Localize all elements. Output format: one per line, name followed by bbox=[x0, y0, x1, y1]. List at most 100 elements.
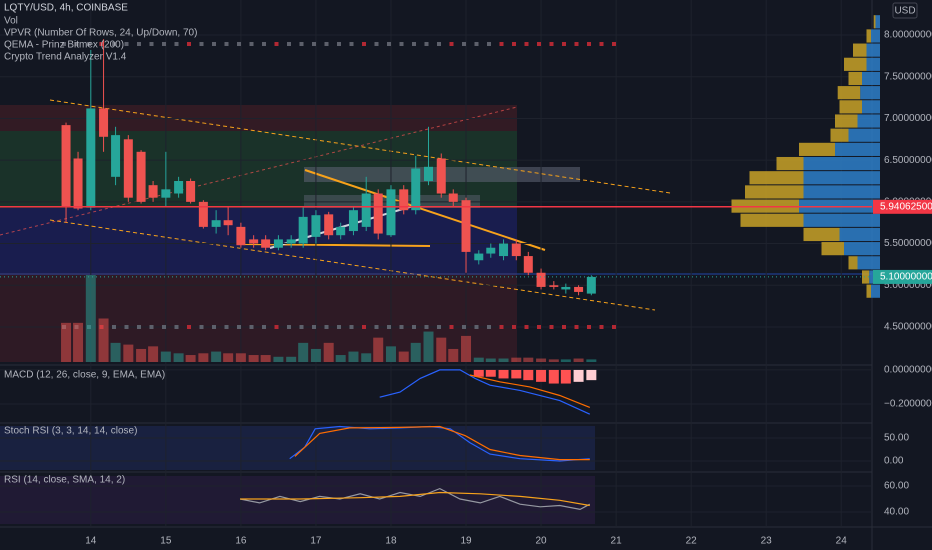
band bbox=[0, 426, 595, 470]
volume-bar bbox=[136, 348, 147, 362]
profile-up bbox=[857, 114, 880, 128]
profile-up bbox=[866, 43, 880, 57]
volume-bar bbox=[473, 357, 484, 362]
volume-bar bbox=[298, 342, 309, 362]
x-tick-label: 18 bbox=[385, 536, 397, 547]
profile-down bbox=[837, 86, 861, 100]
signal-dot bbox=[387, 325, 391, 329]
x-tick-label: 19 bbox=[460, 536, 472, 547]
x-tick-label: 16 bbox=[235, 536, 247, 547]
candle-body bbox=[461, 200, 471, 252]
volume-bar bbox=[310, 348, 321, 362]
signal-dot bbox=[474, 325, 479, 329]
volume-bar bbox=[260, 355, 271, 362]
signal-dot bbox=[587, 325, 591, 329]
candle-body bbox=[249, 239, 259, 244]
signal-dot bbox=[112, 325, 116, 329]
volume-bar bbox=[461, 335, 472, 362]
signal-dot bbox=[487, 42, 491, 46]
candle-body bbox=[198, 201, 208, 227]
signal-dot bbox=[262, 42, 266, 46]
legend-item: QEMA - Prinz Bitmex (200) bbox=[4, 40, 124, 51]
currency-tag[interactable] bbox=[892, 2, 918, 19]
signal-dot bbox=[199, 42, 204, 46]
profile-up bbox=[862, 71, 880, 86]
signal-dot bbox=[324, 325, 329, 329]
y-tick-label: 50.00 bbox=[884, 433, 909, 444]
x-tick-label: 20 bbox=[535, 536, 547, 547]
signal-dot bbox=[362, 325, 366, 329]
histogram-bar bbox=[523, 369, 534, 381]
signal-dot bbox=[249, 42, 254, 46]
signal-dot bbox=[374, 325, 379, 329]
signal-dot bbox=[349, 325, 354, 329]
volume-bar bbox=[410, 342, 421, 362]
series-line bbox=[239, 487, 591, 511]
signal-dot bbox=[524, 325, 529, 329]
profile-up bbox=[866, 57, 880, 71]
profile-down bbox=[848, 256, 858, 270]
signal-dot bbox=[112, 42, 116, 46]
histogram-bar bbox=[573, 369, 584, 382]
signal-dot bbox=[124, 325, 129, 329]
currency[interactable]: USD bbox=[894, 6, 915, 17]
candle-body bbox=[549, 285, 559, 287]
profile-up bbox=[803, 171, 880, 185]
candle-body bbox=[423, 166, 433, 181]
profile-up bbox=[871, 284, 880, 298]
profile-down bbox=[848, 71, 862, 86]
volume-bar bbox=[110, 342, 121, 362]
profile-down bbox=[799, 142, 835, 156]
signal-dot bbox=[337, 325, 341, 329]
y-tick-label: 5.50000000 bbox=[884, 238, 932, 249]
volume-bar bbox=[385, 346, 396, 362]
profile-up bbox=[857, 256, 880, 270]
signal-dot bbox=[237, 42, 241, 46]
x-tick-label: 22 bbox=[686, 536, 698, 547]
signal-dot bbox=[512, 325, 516, 329]
y-tick-label: 40.00 bbox=[884, 507, 909, 518]
signal-dot bbox=[249, 325, 254, 329]
candle-body bbox=[361, 193, 371, 227]
signal-dot bbox=[474, 42, 479, 46]
signal-dot bbox=[612, 42, 616, 46]
volume-bar bbox=[373, 337, 384, 362]
histogram-bar bbox=[548, 369, 559, 384]
panel-title: Stoch RSI (3, 3, 14, 14, close) bbox=[4, 426, 137, 437]
volume-bar bbox=[498, 358, 509, 362]
candle-body bbox=[286, 239, 296, 244]
candle-body bbox=[273, 239, 283, 248]
signal-dot bbox=[574, 325, 579, 329]
x-tick-label: 15 bbox=[160, 536, 172, 547]
volume-bar bbox=[198, 353, 209, 362]
candle-body bbox=[261, 239, 271, 248]
signal-dot bbox=[349, 42, 354, 46]
signal-dot bbox=[174, 325, 179, 329]
profile-up bbox=[835, 142, 880, 156]
signal-dot bbox=[599, 325, 604, 329]
volume-bar bbox=[148, 346, 159, 362]
signal-dot bbox=[537, 325, 541, 329]
volume-bar bbox=[436, 337, 447, 362]
volume-bar bbox=[548, 359, 559, 362]
signal-dot bbox=[212, 325, 216, 329]
signal-dot bbox=[499, 325, 504, 329]
signal-dot bbox=[162, 42, 166, 46]
signal-dot bbox=[74, 42, 79, 46]
candle-body bbox=[311, 215, 321, 237]
profile-up bbox=[803, 213, 880, 227]
signal-dot bbox=[137, 325, 141, 329]
y-tick-label: 8.00000000 bbox=[884, 30, 932, 41]
signal-dot bbox=[487, 325, 491, 329]
signal-dot bbox=[312, 42, 316, 46]
volume-bar bbox=[586, 359, 597, 362]
marks bbox=[0, 0, 880, 527]
y-tick-label: 6.50000000 bbox=[884, 155, 932, 166]
trendline bbox=[0, 106, 518, 236]
panel-title: MACD (12, 26, close, 9, EMA, EMA) bbox=[4, 370, 165, 381]
candle-body bbox=[211, 220, 221, 227]
signal-dot bbox=[149, 42, 154, 46]
signal-dot bbox=[574, 42, 579, 46]
candle-body bbox=[399, 189, 409, 211]
signal-dot bbox=[562, 42, 566, 46]
